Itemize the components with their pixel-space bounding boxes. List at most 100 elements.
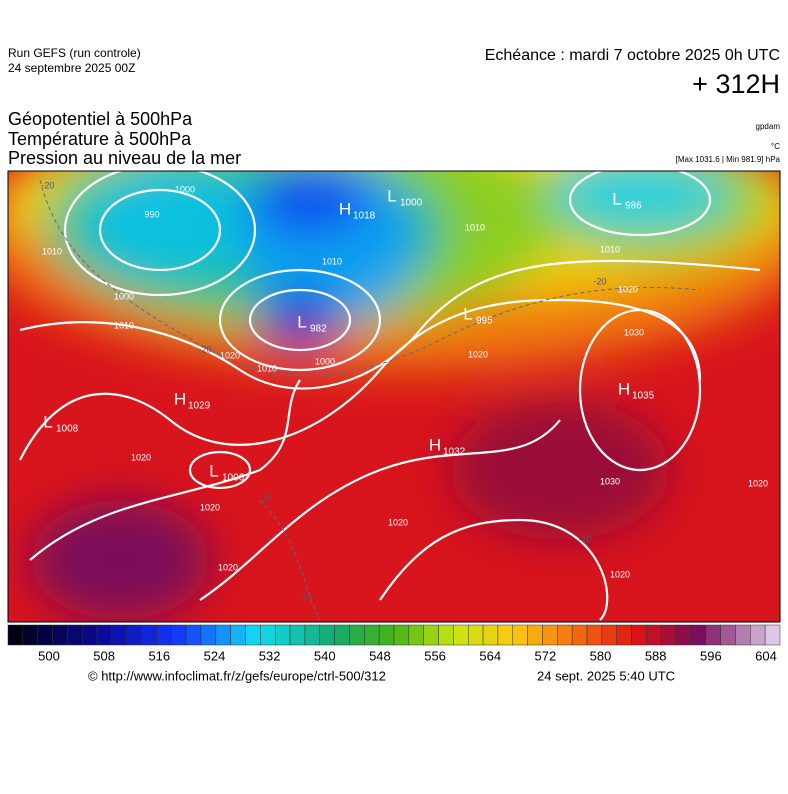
colorbar-swatch: [185, 624, 202, 646]
isobar-label: 1020: [131, 452, 151, 462]
colorbar-swatch: [200, 624, 217, 646]
center-value: 1032: [443, 447, 466, 458]
colorbar-swatch: [378, 624, 395, 646]
isobar-label: 1020: [610, 569, 630, 579]
title: Pression au niveau de la mer: [8, 148, 241, 168]
isobar-label: 1010: [322, 256, 342, 266]
colorbar-swatch: [453, 624, 469, 646]
colorbar: 500 508 516 524 532 540 548 556 564 572 580 588 596 6…: [7, 624, 781, 663]
temperature-label: -10: [258, 492, 271, 502]
colorbar-swatch: [557, 624, 573, 646]
echeance: Echéance : mardi 7 octobre 2025 0h UTC: [485, 47, 780, 64]
colorbar-label: 564: [479, 648, 501, 663]
center-letter: L: [43, 412, 52, 431]
isobar-label: 1010: [465, 222, 485, 232]
extremes: [Max 1031.6 | Min 981.9] hPa: [676, 155, 781, 164]
colorbar-swatch: [601, 624, 617, 646]
colorbar-swatch: [675, 624, 692, 646]
center-letter: L: [387, 186, 396, 205]
center-letter: L: [209, 461, 218, 480]
isobar-label: 1020: [468, 349, 488, 359]
colorbar-swatch: [141, 624, 157, 646]
colorbar-swatch: [7, 624, 24, 646]
colorbar-swatch: [482, 624, 499, 646]
colorbar-swatch: [497, 624, 514, 646]
unit: gpdam: [756, 122, 781, 131]
isobar-label: 1010: [114, 320, 134, 330]
colorbar-swatch: [646, 624, 662, 646]
isobar-label: 1010: [600, 244, 620, 254]
isobar-label: 1000: [114, 291, 134, 301]
isobar-label: 1010: [257, 363, 277, 373]
colorbar-swatch: [156, 624, 172, 646]
colorbar-swatch: [660, 624, 677, 646]
colorbar-swatch: [438, 624, 454, 646]
colorbar-swatch: [215, 624, 231, 646]
center-letter: H: [174, 389, 186, 408]
colorbar-swatch: [349, 624, 365, 646]
colorbar-swatch: [81, 624, 98, 646]
colorbar-swatch: [408, 624, 424, 646]
isobar-label: 1020: [218, 562, 238, 572]
colorbar-label: 572: [535, 648, 557, 663]
colorbar-swatch: [750, 624, 766, 646]
center-value: 1000: [400, 198, 423, 209]
colorbar-swatch: [334, 624, 350, 646]
colorbar-swatch: [260, 624, 276, 646]
colorbar-swatch: [171, 624, 187, 646]
colorbar-swatch: [423, 624, 439, 646]
colorbar-label: 524: [204, 648, 226, 663]
colorbar-swatch: [304, 624, 321, 646]
colorbar-swatch: [705, 624, 721, 646]
colorbar-swatch: [616, 624, 632, 646]
colorbar-swatch: [274, 624, 291, 646]
colorbar-swatch: [67, 624, 83, 646]
temperature-label: -10: [578, 534, 591, 544]
center-value: 986: [625, 201, 642, 212]
center-letter: H: [429, 435, 441, 454]
center-value: 982: [310, 324, 327, 335]
colorbar-swatch: [126, 624, 142, 646]
colorbar-swatch: [393, 624, 410, 646]
isobar-label: 1020: [220, 350, 240, 360]
isobar-label: 1020: [748, 478, 768, 488]
colorbar-label: 604: [755, 648, 777, 663]
center-value: 1018: [353, 211, 376, 222]
isobar-label: 1030: [624, 327, 644, 337]
center-value: 1006: [222, 473, 245, 484]
colorbar-label: 508: [93, 648, 115, 663]
temperature-label: -20: [41, 180, 54, 190]
colorbar-label: 532: [259, 648, 281, 663]
colorbar-swatch: [735, 624, 751, 646]
isobar-label: 1000: [175, 184, 195, 194]
colorbar-swatch: [631, 624, 647, 646]
isobar-label: 1000: [315, 356, 335, 366]
isobar-label: 1020: [618, 284, 638, 294]
colorbar-swatch: [542, 624, 558, 646]
center-letter: L: [297, 312, 306, 331]
source: © http://www.infoclimat.fr/z/gefs/europe…: [88, 668, 386, 683]
unit: °C: [771, 142, 780, 151]
colorbar-swatch: [22, 624, 38, 646]
colorbar-swatch: [764, 624, 781, 646]
colorbar-swatch: [467, 624, 484, 646]
colorbar-swatch: [245, 624, 261, 646]
center-value: 1008: [56, 424, 79, 435]
center-letter: H: [339, 199, 351, 218]
map: [8, 171, 780, 622]
isobar-label: 1030: [600, 476, 620, 486]
colorbar-swatch: [571, 624, 588, 646]
colorbar-swatch: [512, 624, 528, 646]
title: Température à 500hPa: [8, 129, 192, 149]
colorbar-label: 548: [369, 648, 391, 663]
run-date: 24 septembre 2025 00Z: [8, 61, 135, 75]
colorbar-label: 540: [314, 648, 336, 663]
map-frame: [7, 170, 781, 623]
colorbar-label: 580: [590, 648, 612, 663]
colorbar-swatch: [527, 624, 543, 646]
isobar-label: 1020: [388, 517, 408, 527]
generated: 24 sept. 2025 5:40 UTC: [537, 668, 675, 683]
colorbar-label: 556: [424, 648, 446, 663]
center-letter: L: [612, 189, 621, 208]
